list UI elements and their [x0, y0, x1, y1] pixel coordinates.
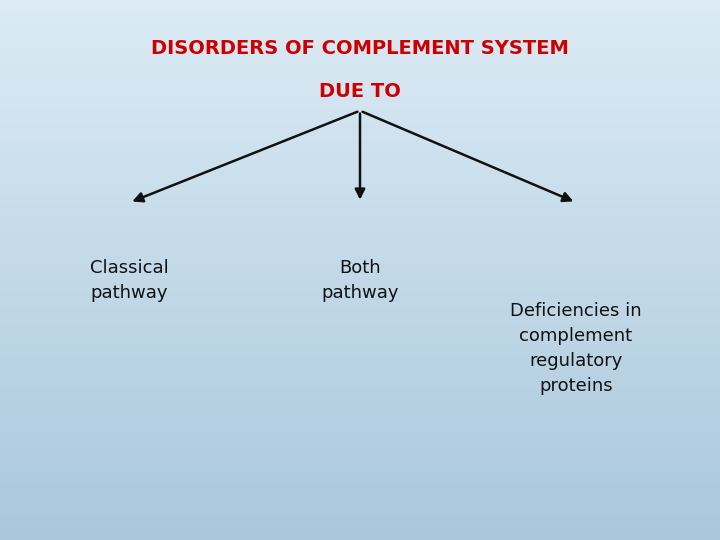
Text: Deficiencies in
complement
regulatory
proteins: Deficiencies in complement regulatory pr…: [510, 302, 642, 395]
Text: Classical
pathway: Classical pathway: [90, 259, 169, 302]
Text: DISORDERS OF COMPLEMENT SYSTEM: DISORDERS OF COMPLEMENT SYSTEM: [151, 39, 569, 58]
Text: DUE TO: DUE TO: [319, 82, 401, 102]
Text: Both
pathway: Both pathway: [321, 259, 399, 302]
